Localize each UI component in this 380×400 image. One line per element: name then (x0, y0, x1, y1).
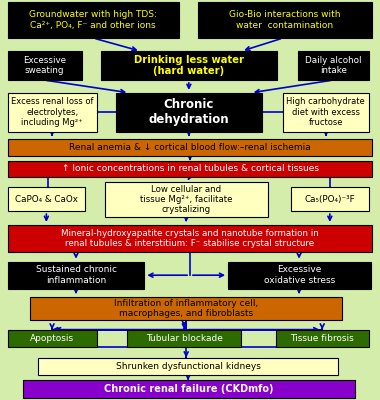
FancyBboxPatch shape (8, 187, 86, 211)
FancyBboxPatch shape (298, 51, 369, 80)
Text: Daily alcohol
intake: Daily alcohol intake (305, 56, 362, 75)
Text: Ca₅(PO₄)⁻³F: Ca₅(PO₄)⁻³F (304, 195, 355, 204)
Text: Excess renal loss of
electrolytes,
including Mg²⁺: Excess renal loss of electrolytes, inclu… (11, 98, 93, 127)
Text: Sustained chronic
inflammation: Sustained chronic inflammation (35, 266, 117, 285)
Text: CaPO₄ & CaOx: CaPO₄ & CaOx (15, 195, 78, 204)
Text: Groundwater with high TDS:
Ca²⁺, PO₄, F⁻ and other ions: Groundwater with high TDS: Ca²⁺, PO₄, F⁻… (29, 10, 157, 30)
FancyBboxPatch shape (8, 225, 372, 252)
Text: Renal anemia & ↓ cortical blood flow:–renal ischemia: Renal anemia & ↓ cortical blood flow:–re… (69, 143, 311, 152)
Text: Infiltration of inflammatory cell,
macrophages, and fibroblasts: Infiltration of inflammatory cell, macro… (114, 299, 258, 318)
FancyBboxPatch shape (101, 51, 277, 80)
Text: Apoptosis: Apoptosis (30, 334, 74, 343)
FancyBboxPatch shape (276, 330, 369, 347)
FancyBboxPatch shape (198, 2, 372, 38)
Text: Tubular blockade: Tubular blockade (146, 334, 223, 343)
Text: Chronic
dehydration: Chronic dehydration (149, 98, 230, 126)
FancyBboxPatch shape (23, 380, 355, 398)
FancyBboxPatch shape (8, 51, 82, 80)
FancyBboxPatch shape (8, 2, 179, 38)
Text: ↑ Ionic concentrations in renal tubules & cortical tissues: ↑ Ionic concentrations in renal tubules … (62, 164, 318, 173)
Text: Drinking less water
(hard water): Drinking less water (hard water) (134, 55, 244, 76)
Text: Low cellular and
tissue Mg²⁺, facilitate
crystalizing: Low cellular and tissue Mg²⁺, facilitate… (140, 185, 233, 214)
FancyBboxPatch shape (283, 93, 369, 132)
FancyBboxPatch shape (8, 93, 97, 132)
FancyBboxPatch shape (105, 182, 268, 217)
Text: Tissue fibrosis: Tissue fibrosis (290, 334, 354, 343)
FancyBboxPatch shape (8, 330, 97, 347)
FancyBboxPatch shape (291, 187, 369, 211)
FancyBboxPatch shape (8, 139, 372, 156)
FancyBboxPatch shape (38, 358, 338, 375)
FancyBboxPatch shape (116, 93, 262, 132)
Text: Excessive
oxidative stress: Excessive oxidative stress (264, 266, 335, 285)
Text: High carbohydrate
diet with excess
fructose: High carbohydrate diet with excess fruct… (287, 98, 365, 127)
FancyBboxPatch shape (8, 161, 372, 177)
Text: Gio-Bio interactions with
water  contamination: Gio-Bio interactions with water contamin… (229, 10, 341, 30)
FancyBboxPatch shape (8, 262, 144, 289)
FancyBboxPatch shape (127, 330, 241, 347)
Text: Shrunken dysfunctional kidneys: Shrunken dysfunctional kidneys (116, 362, 261, 371)
Text: Mineral-hydroxyapatite crystals and nanotube formation in
renal tubules & inters: Mineral-hydroxyapatite crystals and nano… (61, 229, 319, 248)
FancyBboxPatch shape (30, 297, 342, 320)
Text: Chronic renal failure (CKDmfo): Chronic renal failure (CKDmfo) (104, 384, 274, 394)
Text: Excessive
sweating: Excessive sweating (23, 56, 66, 75)
FancyBboxPatch shape (228, 262, 370, 289)
